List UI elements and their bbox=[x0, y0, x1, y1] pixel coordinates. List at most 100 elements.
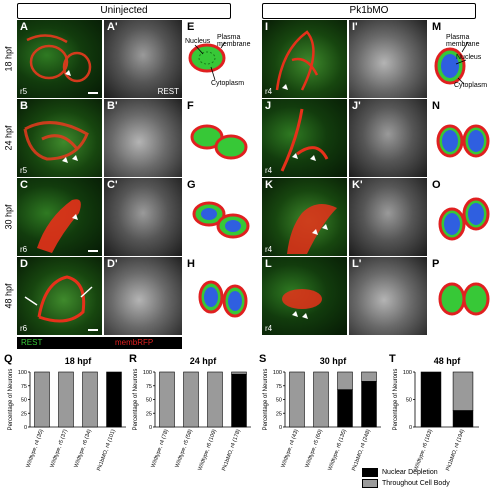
membrane-signal bbox=[280, 108, 329, 172]
rhombomere-label: r6 bbox=[20, 324, 28, 333]
micrograph-uninjected-48: D r6 bbox=[17, 257, 102, 335]
cytoplasm-label: Cytoplasm bbox=[454, 82, 488, 89]
micrograph-mo-18: I r4 bbox=[262, 20, 347, 98]
micrograph-uninjected-30: C r6 bbox=[17, 178, 102, 256]
bar-nuclear-depletion bbox=[420, 371, 442, 428]
membrane-signal bbox=[24, 275, 93, 323]
micrograph-mo-30: K r4 bbox=[262, 178, 347, 256]
panel-letter: F bbox=[187, 100, 194, 112]
panel-letter: D bbox=[20, 258, 28, 270]
membrane-signal bbox=[287, 204, 337, 254]
micrograph-mo-24: J r4 bbox=[262, 99, 347, 177]
bar-throughout-cell-body bbox=[452, 371, 474, 411]
micrograph-mo-18-rest: I' bbox=[349, 20, 427, 98]
panel-letter: I bbox=[265, 21, 269, 33]
cytoplasm-label: Cytoplasm bbox=[211, 80, 245, 87]
rest-channel-label: REST bbox=[21, 338, 43, 347]
micrograph-uninjected-30-rest: C' bbox=[104, 178, 182, 256]
panel-letter: N bbox=[432, 100, 440, 112]
bar-throughout-cell-body bbox=[289, 371, 305, 428]
panel-letter: O bbox=[432, 179, 441, 191]
membrane-signal bbox=[26, 34, 92, 83]
chart-category-label: Pk1bMO, r4 (194) bbox=[445, 428, 466, 471]
bar-throughout-cell-body bbox=[231, 371, 247, 375]
cell-schematic bbox=[436, 124, 490, 158]
rhombomere-label: r4 bbox=[265, 245, 273, 254]
depletion-swatch bbox=[362, 468, 378, 477]
chart-panel-letter: T bbox=[389, 353, 396, 365]
panel-letter: A bbox=[20, 21, 28, 33]
chart-y-tick-label: 100 bbox=[273, 370, 282, 376]
bar-throughout-cell-body bbox=[337, 371, 353, 390]
panel-letter: B' bbox=[107, 100, 118, 112]
chart-title: 30 hpf bbox=[320, 356, 348, 366]
bar-throughout-cell-body bbox=[361, 371, 377, 382]
chart-y-tick-label: 75 bbox=[21, 384, 27, 390]
micrograph-uninjected-24: B r5 bbox=[17, 99, 102, 177]
panel-letter: K' bbox=[352, 179, 363, 191]
chart-y-tick-label: 50 bbox=[406, 398, 412, 404]
cell-schematic bbox=[198, 280, 248, 318]
panel-letter: I' bbox=[352, 21, 358, 33]
chart-category-label: Wildtype, r5 (60) bbox=[304, 428, 323, 468]
chart-category-label: Wildtype, r5 (58) bbox=[174, 428, 193, 468]
time-label-18: 18 hpf bbox=[3, 46, 14, 72]
chart-title: 24 hpf bbox=[190, 356, 218, 366]
bar-nuclear-depletion bbox=[106, 371, 122, 428]
nucleus-label: Nucleus bbox=[456, 54, 482, 61]
bar-throughout-cell-body bbox=[183, 371, 199, 428]
panel-letter: J bbox=[265, 100, 272, 112]
rhombomere-label: r4 bbox=[265, 166, 273, 175]
bar-throughout-cell-body bbox=[313, 371, 329, 428]
time-label-24: 24 hpf bbox=[3, 125, 14, 151]
chart-category-label: Wildtype, r6 (163) bbox=[413, 428, 434, 471]
rhombomere-label: r4 bbox=[265, 324, 273, 333]
chart-category-label: Pk1bMO, r4 (178) bbox=[221, 428, 242, 471]
cell-schematic bbox=[192, 201, 250, 239]
micrograph-uninjected-18-rest: A' REST bbox=[104, 20, 182, 98]
cell-schematic bbox=[188, 41, 226, 81]
chart-panel-letter: R bbox=[129, 353, 137, 365]
diagram-mo-30: O bbox=[430, 178, 498, 256]
chart-y-tick-label: 25 bbox=[146, 411, 152, 417]
panel-letter: K bbox=[265, 179, 273, 191]
chart-y-tick-label: 25 bbox=[276, 411, 282, 417]
panel-letter: L' bbox=[352, 258, 362, 270]
panel-letter: A' bbox=[107, 21, 118, 33]
chart-y-tick-label: 25 bbox=[21, 411, 27, 417]
chart-title: 48 hpf bbox=[434, 356, 462, 366]
cell-schematic bbox=[438, 282, 490, 316]
panel-letter: B bbox=[20, 100, 28, 112]
chart-category-label: Wildtype, r4 (43) bbox=[280, 428, 299, 468]
chart-category-label: Wildtype, r5 (37) bbox=[49, 428, 68, 468]
legend-depletion-label: Nuclear Depletion bbox=[382, 469, 438, 476]
chart-panel-letter: S bbox=[259, 353, 266, 365]
membrane-signal bbox=[275, 30, 319, 91]
chart-category-label: Wildtype, r4 (35) bbox=[25, 428, 44, 468]
nucleus-label: Nucleus bbox=[185, 38, 211, 45]
cell-schematic bbox=[190, 124, 248, 160]
micrograph-uninjected-18: A r5 bbox=[17, 20, 102, 98]
micrograph-mo-30-rest: K' bbox=[349, 178, 427, 256]
diagram-uninjected-24: F bbox=[185, 99, 257, 177]
diagram-uninjected-48: H bbox=[185, 257, 257, 335]
rhombomere-label: r5 bbox=[20, 87, 28, 96]
micrograph-uninjected-48-rest: D' bbox=[104, 257, 182, 335]
panel-letter: P bbox=[432, 258, 440, 270]
rhombomere-label: r6 bbox=[20, 245, 28, 254]
bar-throughout-cell-body bbox=[58, 371, 74, 428]
membrane-signal bbox=[282, 289, 322, 319]
bar-nuclear-depletion bbox=[231, 373, 247, 428]
chart-y-tick-label: 75 bbox=[146, 384, 152, 390]
legend-throughout: Throughout Cell Body bbox=[362, 479, 450, 488]
rest-channel-tag: REST bbox=[157, 87, 179, 96]
morpholino-header: Pk1bMO bbox=[262, 3, 476, 19]
chart-category-label: Wildtype, r4 (78) bbox=[150, 428, 169, 468]
chart-title: 18 hpf bbox=[65, 356, 93, 366]
plasma-membrane-label: Plasma membrane bbox=[217, 34, 251, 48]
bar-throughout-cell-body bbox=[159, 371, 175, 428]
chart-y-tick-label: 0 bbox=[279, 425, 282, 431]
membrane-signal bbox=[37, 199, 81, 253]
micrograph-uninjected-24-rest: B' bbox=[104, 99, 182, 177]
membrfp-channel-label: membRFP bbox=[115, 338, 154, 347]
